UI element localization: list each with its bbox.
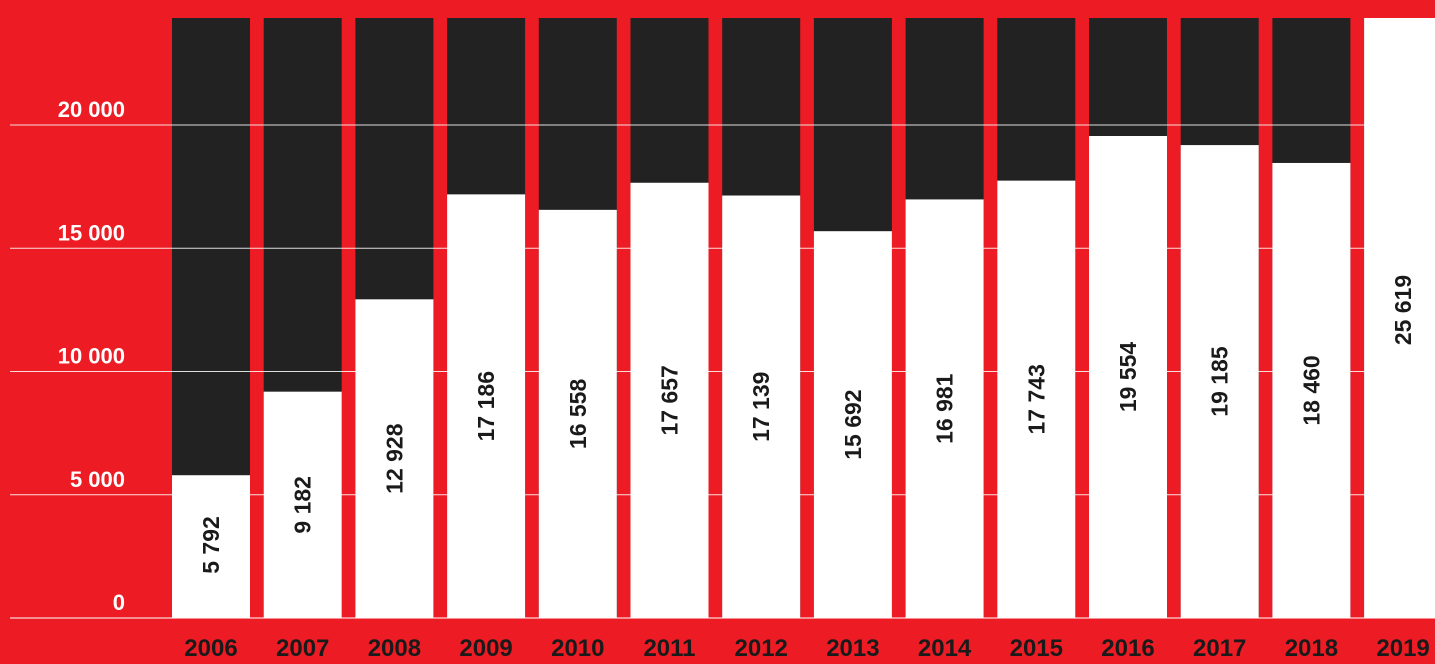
value-label-2016: 19 554 (1115, 342, 1141, 413)
bar-2006 (172, 475, 250, 618)
x-tick-2018: 2018 (1285, 635, 1338, 662)
bar-2019 (1364, 18, 1435, 618)
bar-2018 (1272, 162, 1351, 618)
bar-2009 (447, 194, 526, 618)
value-label-2006: 5 792 (198, 516, 224, 574)
y-tick-10000: 10 000 (58, 344, 125, 369)
bar-2015 (997, 180, 1076, 618)
x-tick-2008: 2008 (368, 635, 421, 662)
x-tick-2014: 2014 (918, 635, 972, 662)
bar-2010 (538, 209, 617, 618)
x-axis-ticks: 2006 2007 2008 2009 2010 2011 2012 2013 2014 2015… (184, 635, 1429, 662)
bar-2011 (630, 182, 709, 618)
gridlines (10, 124, 1435, 496)
value-label-2019: 25 619 (1390, 275, 1416, 345)
bar-2007 (263, 391, 342, 618)
y-tick-5000: 5 000 (70, 467, 125, 492)
x-tick-2012: 2012 (735, 635, 788, 662)
value-label-2015: 17 743 (1023, 364, 1049, 434)
bar-2012 (722, 195, 801, 618)
bar-2008 (355, 299, 434, 618)
y-axis-ticks: 0 5 000 10 000 15 000 20 000 (58, 97, 125, 615)
value-label-2014: 16 981 (932, 373, 958, 444)
value-label-2017: 19 185 (1207, 346, 1233, 417)
x-tick-2011: 2011 (643, 635, 695, 662)
value-label-2012: 17 139 (748, 372, 774, 442)
x-tick-2016: 2016 (1101, 635, 1154, 662)
value-label-2009: 17 186 (473, 371, 499, 441)
value-label-2008: 12 928 (381, 423, 407, 494)
y-tick-15000: 15 000 (58, 220, 125, 245)
y-tick-0: 0 (113, 590, 125, 615)
x-tick-2019: 2019 (1376, 635, 1429, 662)
value-label-2007: 9 182 (290, 476, 316, 534)
bar-2016 (1089, 135, 1167, 618)
value-label-2018: 18 460 (1298, 355, 1324, 425)
bar-2013 (813, 231, 892, 618)
x-tick-2009: 2009 (459, 635, 512, 662)
value-label-2013: 15 692 (840, 389, 866, 459)
x-tick-2017: 2017 (1193, 635, 1246, 662)
value-labels: 5 792 9 182 12 928 17 186 16 558 17 657 17 139… (198, 275, 1416, 574)
y-tick-20000: 20 000 (58, 97, 125, 122)
x-tick-2007: 2007 (276, 635, 329, 662)
value-label-2011: 17 657 (657, 365, 683, 435)
x-tick-2013: 2013 (826, 635, 879, 662)
x-tick-2006: 2006 (184, 635, 237, 662)
x-tick-2010: 2010 (551, 635, 604, 662)
bar-2014 (905, 199, 984, 619)
bars (172, 18, 1435, 619)
value-label-2010: 16 558 (565, 379, 591, 450)
bar-2017 (1180, 145, 1259, 618)
x-tick-2015: 2015 (1010, 635, 1063, 662)
